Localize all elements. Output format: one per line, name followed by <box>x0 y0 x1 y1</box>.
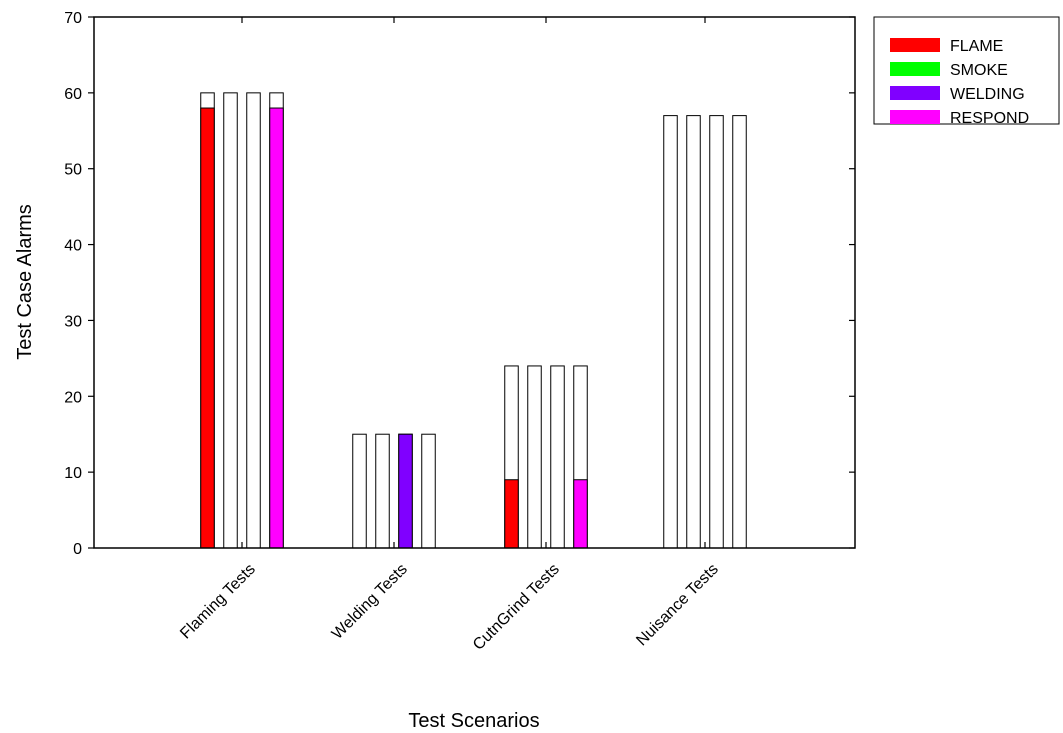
y-tick-label: 50 <box>64 162 82 179</box>
legend-label-smoke: SMOKE <box>950 62 1008 79</box>
legend-swatch-flame <box>890 38 940 52</box>
bar-total-smoke <box>223 92 238 549</box>
legend-label-respond: RESPOND <box>950 110 1029 127</box>
legend-label-welding: WELDING <box>950 86 1025 103</box>
y-axis-title: Test Case Alarms <box>14 204 36 360</box>
bar-total-welding <box>550 365 565 549</box>
bar-welding <box>398 433 413 549</box>
x-axis-title: Test Scenarios <box>408 710 539 732</box>
y-tick-label: 0 <box>73 541 82 558</box>
x-tick-label: Welding Tests <box>329 561 411 643</box>
bar-respond <box>269 107 284 549</box>
x-tick-label: CutnGrind Tests <box>470 561 563 654</box>
y-tick-label: 20 <box>64 389 82 406</box>
bar-total-welding <box>246 92 261 549</box>
y-tick-label: 60 <box>64 86 82 103</box>
bar-flame <box>504 479 519 549</box>
legend-swatch-smoke <box>890 62 940 76</box>
bar-total-smoke <box>375 433 390 549</box>
legend-swatch-respond <box>890 110 940 124</box>
bar-total-smoke <box>527 365 542 549</box>
x-tick-label: Flaming Tests <box>177 561 259 643</box>
legend: FLAME SMOKE WELDING RESPOND <box>873 16 1060 127</box>
y-tick-label: 70 <box>64 10 82 27</box>
y-tick-label: 30 <box>64 313 82 330</box>
bar-total-smoke <box>686 115 701 549</box>
bar-total-welding <box>709 115 724 549</box>
x-tick-label: Nuisance Tests <box>633 561 722 650</box>
legend-swatch-welding <box>890 86 940 100</box>
bar-respond <box>573 479 588 549</box>
bar-flame <box>200 107 215 549</box>
bar-total-respond <box>732 115 747 549</box>
legend-label-flame: FLAME <box>950 38 1003 55</box>
plot-frame <box>93 16 856 549</box>
bars-group <box>200 92 747 549</box>
bar-total-respond <box>421 433 436 549</box>
y-tick-label: 10 <box>64 465 82 482</box>
bar-total-flame <box>663 115 678 549</box>
y-axis: 0 10 20 30 40 50 60 70 <box>64 10 855 558</box>
y-tick-label: 40 <box>64 238 82 255</box>
bar-total-flame <box>352 433 367 549</box>
